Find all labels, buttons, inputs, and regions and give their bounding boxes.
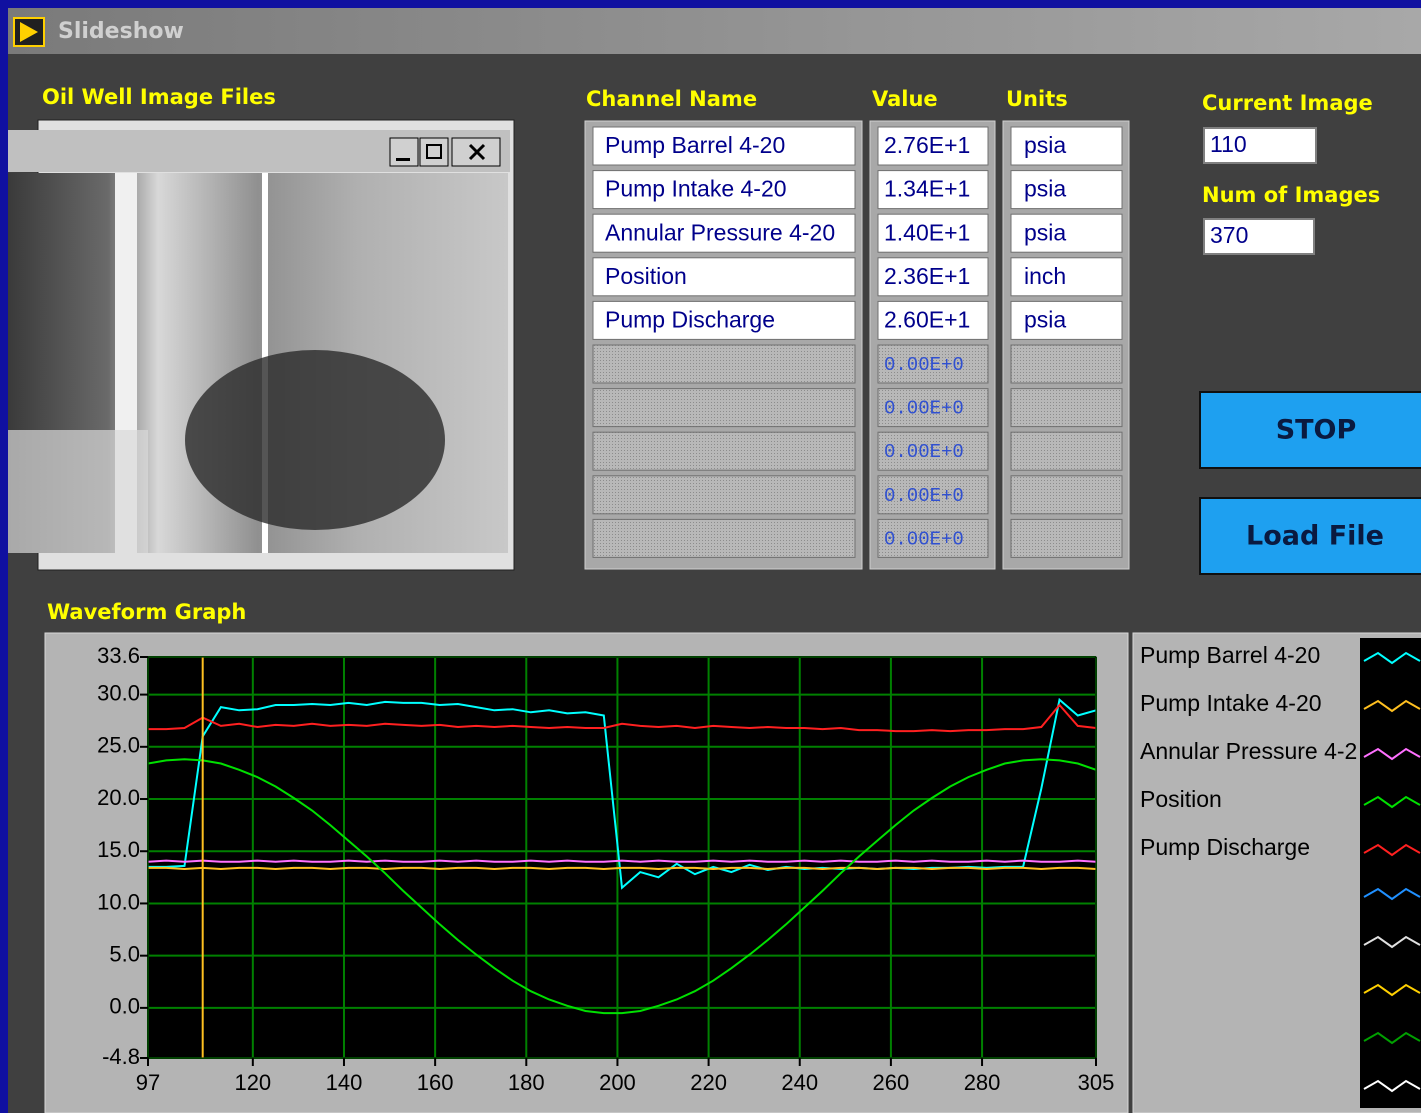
window-buttons[interactable] — [390, 138, 500, 166]
units-field — [1011, 389, 1122, 427]
page: { "window": {"title": "Slideshow"}, "ima… — [0, 0, 1421, 1113]
legend-label: Pump Intake 4-20 — [1140, 690, 1322, 716]
column-header: Channel Name — [586, 87, 757, 111]
column-header: Units — [1006, 87, 1068, 111]
graph-title: Waveform Graph — [47, 600, 246, 624]
x-tick-label: 240 — [781, 1070, 818, 1095]
legend-label: Annular Pressure 4-20 — [1140, 738, 1370, 764]
series-line — [148, 861, 1096, 862]
units-field — [1011, 345, 1122, 383]
channel-value: 0.00E+0 — [884, 398, 964, 420]
num-images-label: Num of Images — [1202, 183, 1380, 207]
x-tick-label: 140 — [326, 1070, 363, 1095]
y-tick-label: 0.0 — [109, 994, 140, 1019]
y-tick-label: -4.8 — [102, 1044, 140, 1069]
units-field — [1011, 519, 1122, 557]
window: Slideshow Oil Well Image Files Channel N… — [0, 0, 1421, 1113]
current-image-value: 110 — [1210, 131, 1247, 157]
y-tick-label: 5.0 — [109, 941, 140, 966]
channel-value: 0.00E+0 — [884, 354, 964, 376]
channel-value: 0.00E+0 — [884, 441, 964, 463]
x-tick-label: 305 — [1078, 1070, 1115, 1095]
name-field — [593, 432, 855, 470]
units-field — [1011, 432, 1122, 470]
channel-units: psia — [1024, 306, 1066, 332]
channel-name: Position — [605, 263, 687, 289]
x-tick-label: 160 — [417, 1070, 454, 1095]
channel-value: 1.40E+1 — [884, 219, 970, 245]
plot-area — [148, 657, 1096, 1058]
channel-name: Pump Intake 4-20 — [605, 176, 787, 202]
channel-value: 2.60E+1 — [884, 306, 970, 332]
name-field — [593, 345, 855, 383]
y-tick-label: 20.0 — [97, 785, 140, 810]
current-image-label: Current Image — [1202, 91, 1373, 115]
load-file-button-label[interactable]: Load File — [1246, 521, 1384, 552]
channel-value: 2.76E+1 — [884, 132, 970, 158]
image-shadow — [185, 350, 445, 530]
y-tick-label: 10.0 — [97, 889, 140, 914]
column-header: Value — [872, 87, 938, 111]
channel-name: Pump Barrel 4-20 — [605, 132, 785, 158]
x-tick-label: 180 — [508, 1070, 545, 1095]
channel-value: 0.00E+0 — [884, 485, 964, 507]
channel-name: Annular Pressure 4-20 — [605, 219, 835, 245]
channel-value: 2.36E+1 — [884, 263, 970, 289]
channel-units: inch — [1024, 263, 1066, 289]
name-field — [593, 389, 855, 427]
y-tick-label: 25.0 — [97, 733, 140, 758]
x-tick-label: 200 — [599, 1070, 636, 1095]
channel-units: psia — [1024, 132, 1066, 158]
legend-label: Pump Discharge — [1140, 834, 1310, 860]
y-tick-label: 33.6 — [97, 643, 140, 668]
x-tick-label: 120 — [234, 1070, 271, 1095]
stop-button-label[interactable]: STOP — [1276, 415, 1357, 446]
y-tick-label: 30.0 — [97, 680, 140, 705]
channel-name: Pump Discharge — [605, 306, 775, 332]
num-images-value: 370 — [1210, 222, 1248, 248]
image-patch — [8, 430, 148, 553]
image-files-label: Oil Well Image Files — [42, 85, 276, 109]
series-line — [148, 868, 1096, 869]
channel-value: 0.00E+0 — [884, 528, 964, 550]
x-tick-label: 280 — [964, 1070, 1001, 1095]
channel-units: psia — [1024, 219, 1066, 245]
channel-units: psia — [1024, 176, 1066, 202]
x-tick-label: 220 — [690, 1070, 727, 1095]
window-title: Slideshow — [58, 19, 184, 44]
legend-label: Position — [1140, 786, 1222, 812]
units-field — [1011, 476, 1122, 514]
name-field — [593, 476, 855, 514]
y-tick-label: 15.0 — [97, 837, 140, 862]
x-tick-label: 260 — [873, 1070, 910, 1095]
title-bar — [8, 8, 1421, 54]
legend-label: Pump Barrel 4-20 — [1140, 642, 1320, 668]
name-field — [593, 519, 855, 557]
x-tick-label: 97 — [136, 1070, 160, 1095]
channel-value: 1.34E+1 — [884, 176, 970, 202]
